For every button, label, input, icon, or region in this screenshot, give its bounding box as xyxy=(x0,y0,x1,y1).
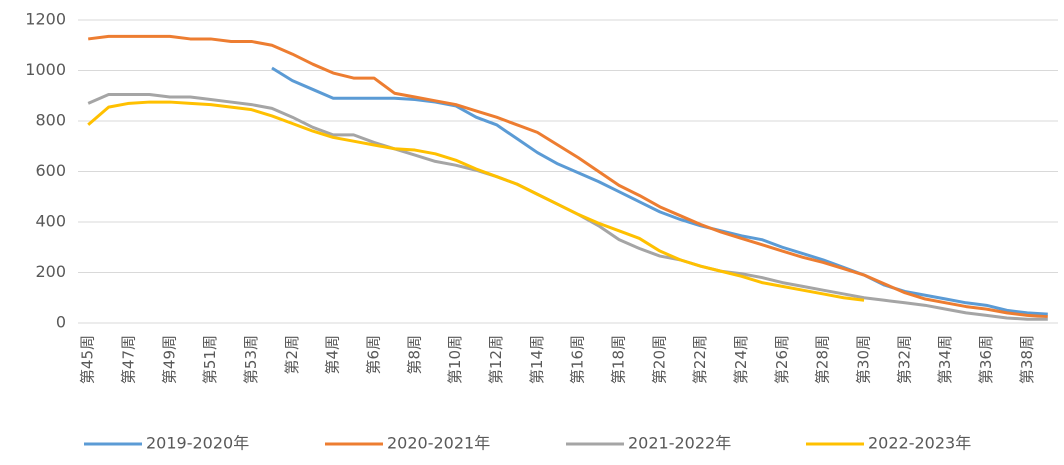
y-tick-label: 1200 xyxy=(25,10,66,29)
x-tick-label: 第51周 xyxy=(201,335,219,384)
x-tick-label: 第8周 xyxy=(405,335,423,375)
y-tick-label: 0 xyxy=(56,313,66,332)
x-tick-label: 第14周 xyxy=(528,335,546,384)
x-tick-label: 第26周 xyxy=(773,335,791,384)
x-tick-label: 第28周 xyxy=(814,335,832,384)
x-tick-label: 第22周 xyxy=(691,335,709,384)
x-tick-label: 第45周 xyxy=(79,335,97,384)
x-tick-label: 第34周 xyxy=(936,335,954,384)
x-tick-label: 第30周 xyxy=(855,335,873,384)
x-tick-label: 第12周 xyxy=(487,335,505,384)
x-tick-label: 第53周 xyxy=(242,335,260,384)
x-tick-label: 第6周 xyxy=(365,335,383,375)
x-tick-label: 第36周 xyxy=(977,335,995,384)
x-tick-label: 第20周 xyxy=(650,335,668,384)
x-tick-label: 第4周 xyxy=(324,335,342,375)
legend-label: 2022-2023年 xyxy=(868,434,971,453)
legend-label: 2019-2020年 xyxy=(146,434,249,453)
y-tick-label: 1000 xyxy=(25,60,66,79)
x-tick-label: 第2周 xyxy=(283,335,301,375)
y-tick-label: 200 xyxy=(35,262,66,281)
y-tick-label: 400 xyxy=(35,212,66,231)
series-line xyxy=(88,34,1048,319)
series-line xyxy=(87,92,1048,321)
x-tick-label: 第24周 xyxy=(732,335,750,384)
y-tick-label: 600 xyxy=(35,161,66,180)
x-tick-label: 第16周 xyxy=(569,335,587,384)
series-line xyxy=(271,66,1048,316)
legend-label: 2021-2022年 xyxy=(628,434,731,453)
x-tick-label: 第47周 xyxy=(120,335,138,384)
x-tick-label: 第38周 xyxy=(1018,335,1036,384)
legend-label: 2020-2021年 xyxy=(387,434,490,453)
x-tick-label: 第18周 xyxy=(610,335,628,384)
x-tick-label: 第10周 xyxy=(446,335,464,384)
x-tick-label: 第49周 xyxy=(160,335,178,384)
series-line xyxy=(87,100,865,302)
y-tick-label: 800 xyxy=(35,111,66,130)
x-tick-label: 第32周 xyxy=(895,335,913,384)
